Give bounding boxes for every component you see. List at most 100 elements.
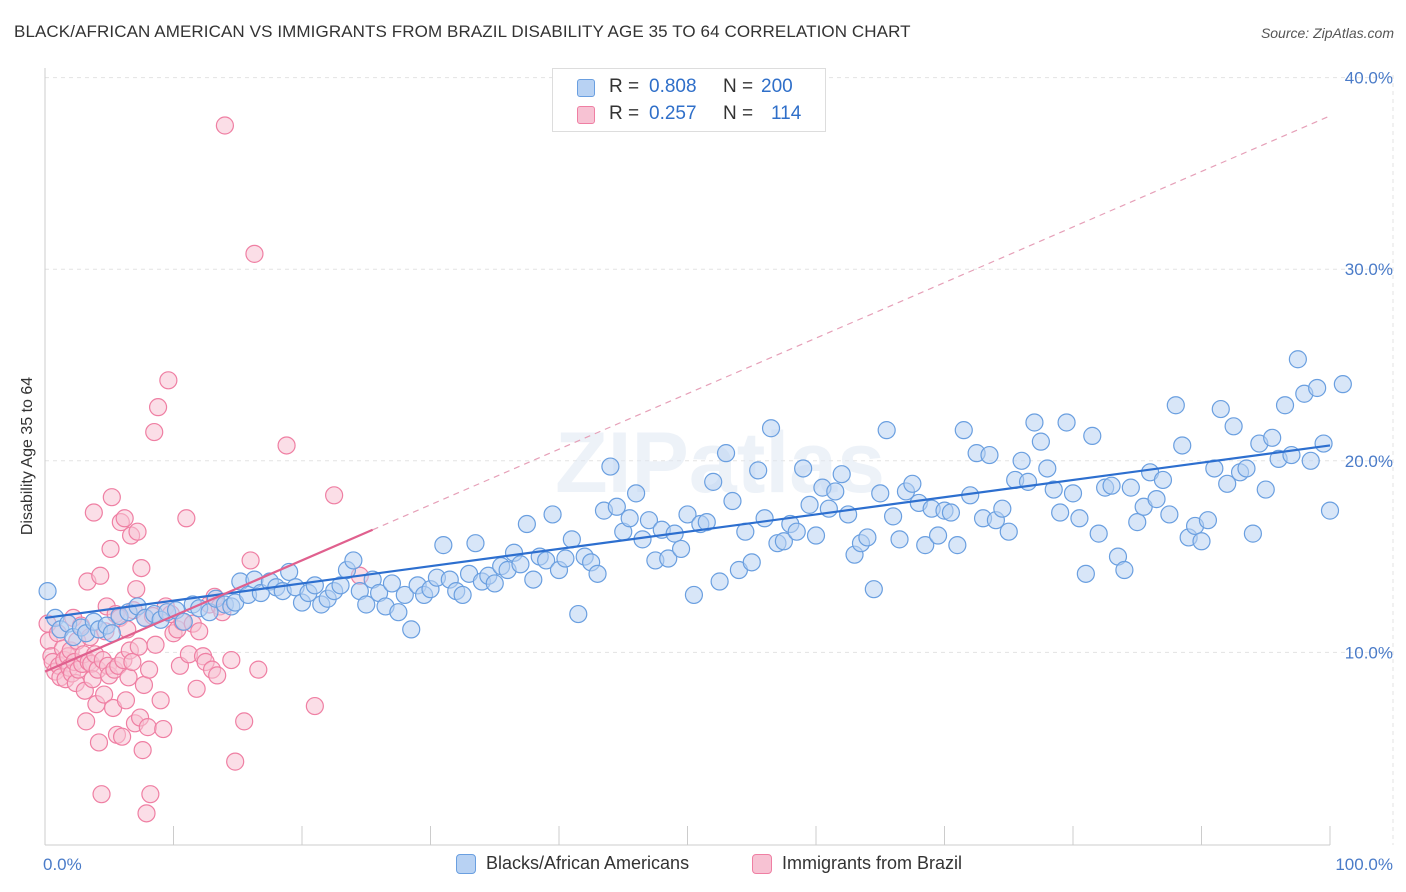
n-value: 114 [771, 103, 802, 124]
black-point [787, 522, 806, 541]
black-point [819, 499, 838, 518]
brazil-point [190, 622, 209, 641]
brazil-point [89, 733, 109, 752]
black-point [1198, 511, 1218, 530]
y-tick-label: 30.0% [1345, 260, 1393, 279]
legend-swatch-black [456, 854, 476, 874]
trend-lines [44, 115, 1331, 673]
brazil-point [222, 650, 241, 670]
brazil-trend-extension [372, 115, 1331, 531]
black-point [485, 574, 504, 593]
stats-box: R = 0.808 N = 200 R = 0.257 N = 114 [552, 68, 826, 132]
black-point [38, 581, 57, 601]
black-point [1063, 484, 1083, 503]
black-point [1314, 434, 1333, 453]
black-point [723, 491, 742, 511]
brazil-point [305, 696, 324, 716]
black-point [389, 603, 408, 622]
tick-labels: 10.0% 20.0% 30.0% 40.0% 0.0% 100.0% [43, 69, 1393, 874]
black-point [1070, 509, 1089, 528]
brazil-point [154, 719, 173, 739]
black-point [382, 574, 402, 593]
r-value: 0.808 [649, 76, 697, 97]
black-point [1083, 426, 1102, 445]
black-point [517, 514, 536, 534]
black-point [1275, 396, 1295, 415]
black-point [1121, 478, 1140, 497]
black-point [1256, 480, 1275, 499]
brazil-point [249, 660, 268, 679]
black-point [890, 530, 909, 549]
black-point [434, 536, 453, 555]
y-axis-label: Disability Age 35 to 64 [19, 376, 36, 536]
brazil-point [141, 785, 160, 804]
black-point [980, 445, 999, 465]
y-tick-label: 40.0% [1345, 69, 1393, 88]
black-point [671, 539, 691, 559]
black-point [794, 459, 813, 478]
black-point [1301, 451, 1320, 470]
legend-item-brazil[interactable]: Immigrants from Brazil [752, 852, 1002, 876]
x-tick-label: 0.0% [43, 855, 82, 874]
brazil-point [325, 486, 344, 505]
stats-row-brazil: R = 0.257 N = 114 [553, 103, 825, 127]
brazil-point [235, 712, 254, 731]
brazil-point [102, 488, 121, 507]
black-point [928, 526, 948, 545]
black-point [1308, 378, 1327, 398]
y-tick-label: 20.0% [1345, 452, 1393, 471]
black-point [749, 461, 768, 480]
black-point [1166, 396, 1185, 415]
black-point [1237, 459, 1256, 478]
brazil-point [95, 685, 114, 704]
black-point [1044, 480, 1063, 499]
black-point [826, 482, 845, 501]
brazil-points [38, 116, 369, 823]
black-point [684, 585, 704, 605]
black-point [704, 472, 723, 491]
black-point [1089, 524, 1108, 543]
black-point [588, 564, 607, 583]
black-point [1211, 399, 1230, 419]
black-point [466, 534, 485, 553]
brazil-point [115, 509, 134, 528]
black-point [659, 549, 678, 568]
brazil-point [148, 398, 168, 417]
r-value: 0.257 [649, 103, 697, 124]
black-point [620, 509, 639, 528]
black-point [999, 522, 1018, 541]
brazil-point [112, 727, 132, 746]
black-point [601, 457, 620, 476]
brazil-point [119, 668, 138, 687]
brazil-point [129, 637, 148, 656]
black-point [1288, 350, 1307, 369]
brazil-point [151, 691, 170, 710]
stats-row-black: R = 0.808 N = 200 [553, 76, 825, 100]
n-label: N = [723, 76, 754, 97]
black-point [697, 513, 716, 532]
black-point [1102, 476, 1121, 495]
black-point [174, 612, 193, 631]
brazil-point [137, 804, 156, 823]
black-point [877, 421, 896, 440]
black-point [639, 511, 659, 530]
black-point [761, 419, 781, 438]
black-point [1263, 428, 1282, 447]
black-point [1320, 501, 1340, 520]
black-point [331, 576, 350, 595]
brazil-swatch [577, 106, 595, 124]
brazil-point [159, 371, 178, 390]
black-point [871, 484, 890, 503]
brazil-point [92, 785, 111, 804]
brazil-point [128, 522, 147, 541]
brazil-point [77, 712, 96, 731]
black-point [607, 497, 626, 516]
legend-swatch-brazil [752, 854, 772, 874]
black-point [453, 585, 472, 605]
black-point [1192, 532, 1211, 551]
axes [44, 68, 1331, 846]
black-point [1147, 490, 1166, 509]
black-point [556, 549, 575, 568]
legend-item-black[interactable]: Blacks/African Americans [456, 852, 726, 876]
